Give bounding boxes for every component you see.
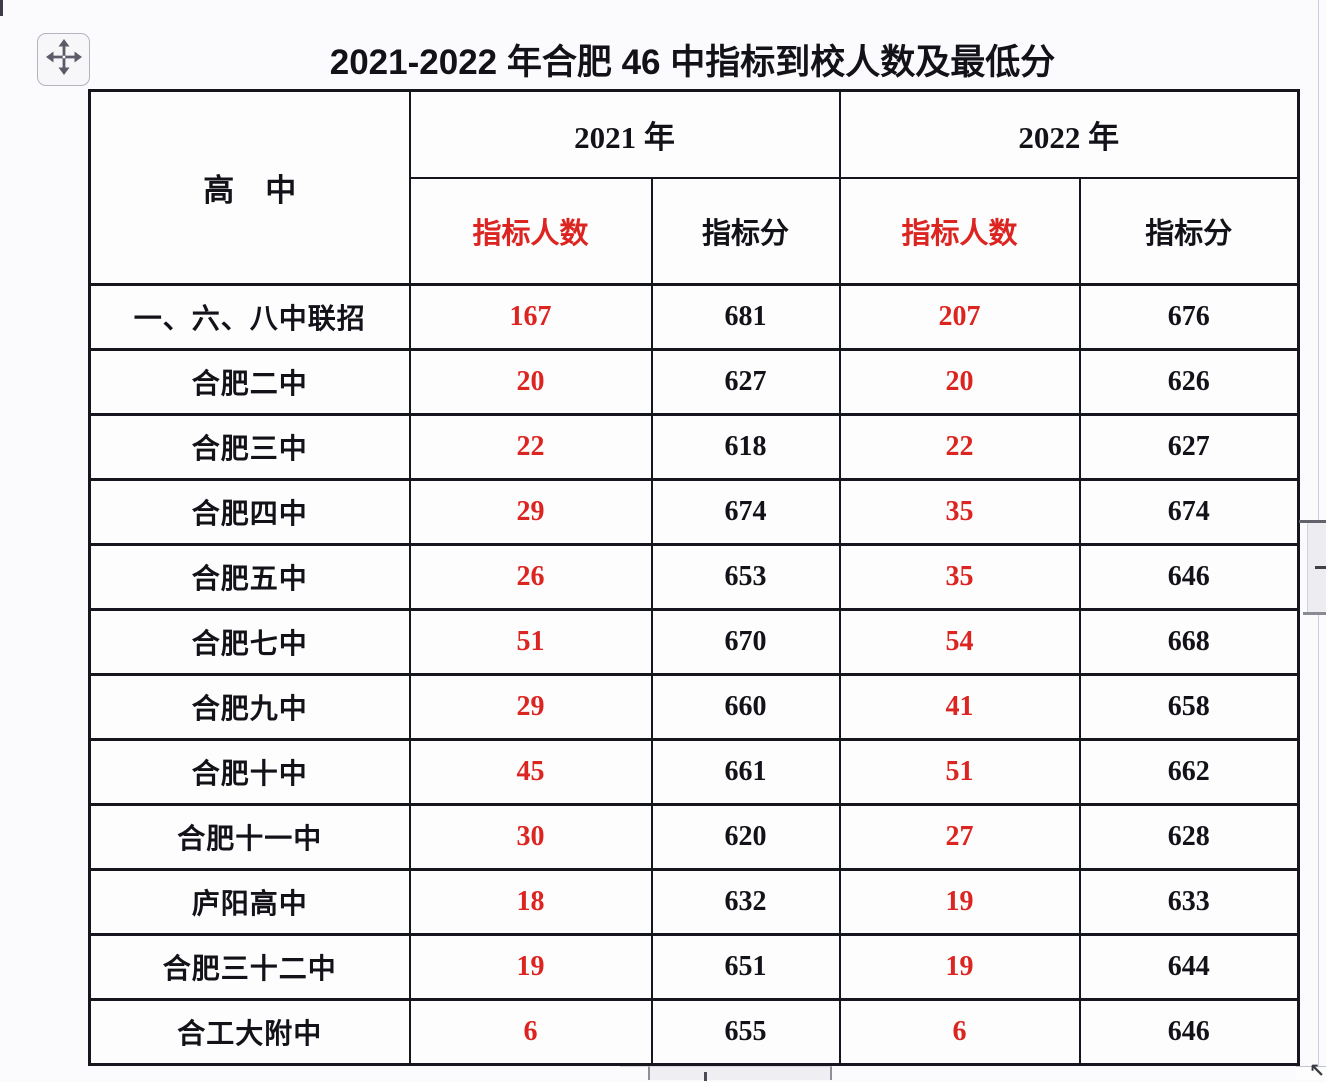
- table-row: 合肥三中 22 618 22 627: [88, 413, 1300, 481]
- quota-score-cell: 620: [650, 803, 841, 871]
- quota-count-cell: 207: [838, 283, 1081, 351]
- quota-score-cell: 633: [1078, 868, 1300, 936]
- quota-count-cell: 22: [408, 413, 653, 481]
- horizontal-scrollbar-fragment[interactable]: [648, 1066, 832, 1081]
- school-name-cell: 合工大附中: [88, 998, 411, 1066]
- header-quota-score-2021: 指标分: [650, 176, 841, 286]
- header-school-column: 高 中: [88, 89, 411, 286]
- vertical-scrollbar-thumb[interactable]: [1299, 520, 1326, 615]
- table-row: 合肥七中 51 670 54 668: [88, 608, 1300, 676]
- header-quota-score-2022: 指标分: [1078, 176, 1300, 286]
- header-quota-count-2021: 指标人数: [408, 176, 653, 286]
- table-row: 合肥三十二中 19 651 19 644: [88, 933, 1300, 1001]
- quota-score-cell: 644: [1078, 933, 1300, 1001]
- quota-score-cell: 628: [1078, 803, 1300, 871]
- quota-count-cell: 19: [838, 868, 1081, 936]
- bottom-right-corner-box: [1296, 1066, 1326, 1080]
- quota-score-cell: 627: [1078, 413, 1300, 481]
- quota-score-cell: 668: [1078, 608, 1300, 676]
- quota-count-cell: 26: [408, 543, 653, 611]
- school-name-cell: 合肥三中: [88, 413, 411, 481]
- quota-count-cell: 51: [408, 608, 653, 676]
- quota-score-cell: 632: [650, 868, 841, 936]
- header-year-2021: 2021 年: [408, 89, 841, 179]
- quota-score-cell: 653: [650, 543, 841, 611]
- quota-count-cell: 35: [838, 543, 1081, 611]
- header-year-2022: 2022 年: [838, 89, 1300, 179]
- quota-count-cell: 30: [408, 803, 653, 871]
- quota-count-cell: 18: [408, 868, 653, 936]
- table-row: 合肥四中 29 674 35 674: [88, 478, 1300, 546]
- page-title: 2021-2022 年合肥 46 中指标到校人数及最低分: [329, 43, 1056, 82]
- table-move-handle[interactable]: [37, 33, 90, 86]
- quota-score-cell: 681: [650, 283, 841, 351]
- quota-count-cell: 29: [408, 673, 653, 741]
- table-row: 合肥十中 45 661 51 662: [88, 738, 1300, 806]
- quota-count-cell: 54: [838, 608, 1081, 676]
- quota-score-cell: 618: [650, 413, 841, 481]
- quota-score-cell: 670: [650, 608, 841, 676]
- quota-score-cell: 662: [1078, 738, 1300, 806]
- quota-score-cell: 661: [650, 738, 841, 806]
- quota-score-cell: 658: [1078, 673, 1300, 741]
- school-name-cell: 合肥七中: [88, 608, 411, 676]
- quota-count-cell: 6: [838, 998, 1081, 1066]
- quota-score-cell: 676: [1078, 283, 1300, 351]
- quota-count-cell: 20: [838, 348, 1081, 416]
- quota-score-cell: 626: [1078, 348, 1300, 416]
- bottom-edge-line: [620, 1066, 648, 1067]
- table-row: 合肥五中 26 653 35 646: [88, 543, 1300, 611]
- quota-score-cell: 646: [1078, 998, 1300, 1066]
- school-name-cell: 合肥五中: [88, 543, 411, 611]
- school-name-cell: 合肥九中: [88, 673, 411, 741]
- quota-count-cell: 45: [408, 738, 653, 806]
- quota-count-cell: 20: [408, 348, 653, 416]
- quota-count-cell: 41: [838, 673, 1081, 741]
- quota-count-cell: 19: [408, 933, 653, 1001]
- quota-score-cell: 674: [650, 478, 841, 546]
- table-row: 合肥二中 20 627 20 626: [88, 348, 1300, 416]
- quota-count-cell: 6: [408, 998, 653, 1066]
- scrollbar-tick: [704, 1072, 707, 1081]
- quota-score-cell: 646: [1078, 543, 1300, 611]
- school-name-cell: 庐阳高中: [88, 868, 411, 936]
- scrollbar-dash-middle: [1315, 566, 1326, 569]
- quota-score-cell: 674: [1078, 478, 1300, 546]
- quota-score-cell: 660: [650, 673, 841, 741]
- table-body: 一、六、八中联招 167 681 207 676 合肥二中 20 627 20 626 合肥三中 22…: [88, 283, 1300, 1066]
- table-row: 合肥九中 29 660 41 658: [88, 673, 1300, 741]
- school-name-cell: 合肥二中: [88, 348, 411, 416]
- school-name-cell: 一、六、八中联招: [88, 283, 411, 351]
- table-row: 一、六、八中联招 167 681 207 676: [88, 283, 1300, 351]
- quota-score-cell: 627: [650, 348, 841, 416]
- school-name-cell: 合肥四中: [88, 478, 411, 546]
- table-row: 合肥十一中 30 620 27 628: [88, 803, 1300, 871]
- move-icon: [44, 37, 84, 82]
- quota-count-cell: 51: [838, 738, 1081, 806]
- school-name-cell: 合肥十中: [88, 738, 411, 806]
- table-row: 合工大附中 6 655 6 646: [88, 998, 1300, 1066]
- table-row: 庐阳高中 18 632 19 633: [88, 868, 1300, 936]
- quota-count-cell: 29: [408, 478, 653, 546]
- quota-count-cell: 35: [838, 478, 1081, 546]
- school-name-cell: 合肥三十二中: [88, 933, 411, 1001]
- quota-score-cell: 655: [650, 998, 841, 1066]
- quota-count-cell: 167: [408, 283, 653, 351]
- quota-count-cell: 27: [838, 803, 1081, 871]
- score-table: 高 中 2021 年 2022 年 指标人数 指标分 指标人数 指标分 一、六、…: [88, 89, 1300, 1066]
- table-resize-arrow-icon[interactable]: ↖: [1309, 1060, 1325, 1082]
- score-table-container: 高 中 2021 年 2022 年 指标人数 指标分 指标人数 指标分 一、六、…: [88, 89, 1300, 1066]
- header-quota-count-2022: 指标人数: [838, 176, 1081, 286]
- quota-score-cell: 651: [650, 933, 841, 1001]
- quota-count-cell: 19: [838, 933, 1081, 1001]
- screen-corner-tick: [0, 0, 3, 16]
- quota-count-cell: 22: [838, 413, 1081, 481]
- school-name-cell: 合肥十一中: [88, 803, 411, 871]
- scrollbar-dash-top: [1299, 520, 1326, 523]
- scrollbar-dash-bottom: [1303, 612, 1326, 615]
